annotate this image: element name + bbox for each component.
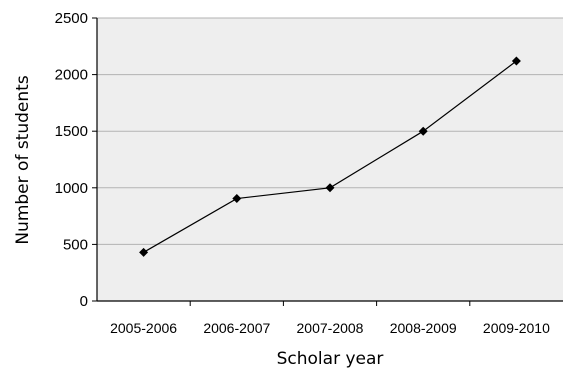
x-tick-label: 2005-2006 bbox=[110, 320, 177, 336]
gridlines bbox=[97, 17, 563, 245]
x-tick-label: 2007-2008 bbox=[297, 320, 364, 336]
plot-area bbox=[97, 18, 563, 301]
data-point-marker bbox=[418, 126, 428, 136]
y-tick-label: 2000 bbox=[55, 67, 88, 84]
data-point-marker bbox=[511, 56, 521, 66]
x-tick-label: 2006-2007 bbox=[203, 320, 270, 336]
y-tick-label: 0 bbox=[80, 293, 88, 310]
x-tick-label: 2008-2009 bbox=[390, 320, 457, 336]
data-point-marker bbox=[232, 194, 242, 204]
x-axis-title: Scholar year bbox=[277, 349, 384, 369]
x-tick-label: 2009-2010 bbox=[483, 320, 550, 336]
series-group bbox=[139, 56, 521, 257]
y-tick-label: 500 bbox=[63, 236, 88, 253]
data-point-marker bbox=[325, 183, 335, 193]
y-tick-labels: 0 500 1000 1500 2000 2500 bbox=[55, 10, 88, 310]
axes bbox=[92, 17, 563, 306]
data-point-marker bbox=[139, 247, 149, 257]
y-axis-title: Number of students bbox=[13, 75, 33, 244]
y-tick-label: 1500 bbox=[55, 123, 88, 140]
y-tick-label: 1000 bbox=[55, 180, 88, 197]
y-tick-label: 2500 bbox=[55, 10, 88, 27]
x-tick-labels: 2005-2006 2006-2007 2007-2008 2008-2009 2009… bbox=[110, 320, 550, 336]
